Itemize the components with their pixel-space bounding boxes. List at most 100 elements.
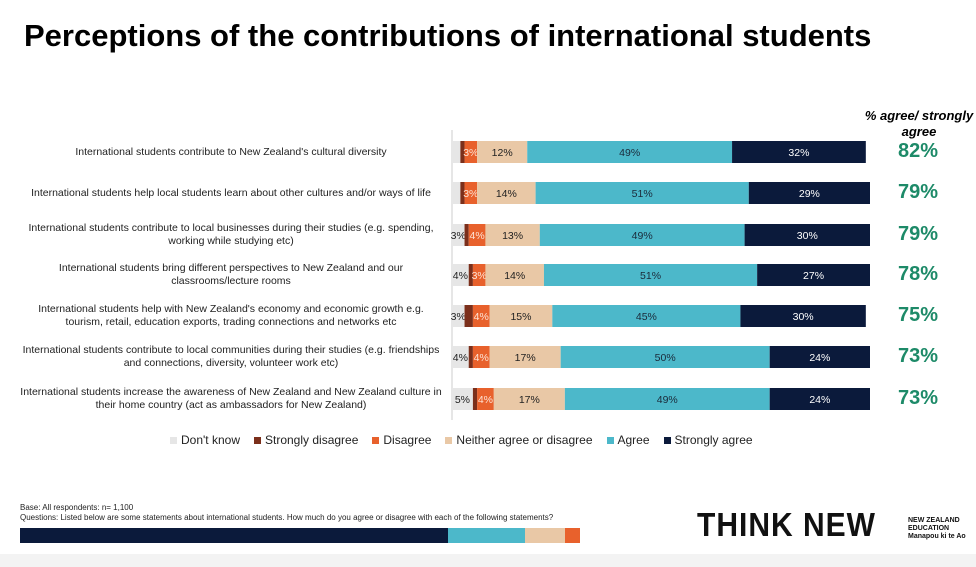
nz-education-logo: NEW ZEALAND EDUCATION Manapou ki te Ao <box>908 517 966 540</box>
legend-item: Strongly disagree <box>254 433 358 447</box>
statement-label: International students contribute to loc… <box>22 344 440 369</box>
legend-item: Strongly agree <box>663 433 753 447</box>
bar-segment <box>460 182 465 204</box>
data-label: 12% <box>492 147 513 159</box>
question-note: Questions: Listed below are some stateme… <box>20 513 554 522</box>
legend-swatch <box>254 436 261 444</box>
footer-color-bar <box>20 528 580 543</box>
bar-segment <box>560 346 770 368</box>
bar-segment <box>489 305 553 327</box>
bar-segment <box>464 141 478 163</box>
data-label: 3% <box>472 270 487 282</box>
data-label: 15% <box>510 311 531 323</box>
bar-segment <box>744 224 870 246</box>
bar-segment <box>452 141 461 163</box>
legend-label: Don't know <box>181 433 240 447</box>
footnote: Base: All respondents: n= 1,100 Question… <box>20 503 553 523</box>
legend-item: Neither agree or disagree <box>445 433 593 447</box>
agree-total: 73% <box>897 345 939 367</box>
statement-label: International students help local studen… <box>31 186 431 199</box>
data-label: 3% <box>451 311 466 323</box>
legend-label: Agree <box>617 433 650 447</box>
legend-label: Strongly agree <box>674 433 753 447</box>
legend-item: Agree <box>606 433 650 447</box>
stacked-bar-chart: 3% 12% 49% 32%3% 14% 51% 29%3% 4% 13% 49% 30%4% 3% 1… <box>451 130 870 420</box>
legend-swatch <box>606 436 614 444</box>
legend-swatch <box>445 436 453 444</box>
bar-segment <box>757 264 870 286</box>
bar-segment <box>477 141 528 163</box>
bar-segment <box>452 305 465 327</box>
bar-segment <box>489 346 561 368</box>
data-label: 50% <box>655 352 676 364</box>
data-label: 14% <box>504 270 525 282</box>
bar-segment <box>452 182 461 204</box>
data-label: 49% <box>657 394 678 406</box>
bar-segment <box>452 264 469 286</box>
data-label: 51% <box>632 188 653 200</box>
bar-segment <box>493 388 565 410</box>
page-title: Perceptions of the contributions of inte… <box>24 18 872 53</box>
data-label: 49% <box>619 147 640 159</box>
bar-segment <box>472 264 486 286</box>
legend-item: Don't know <box>170 433 240 447</box>
legend-item: Disagree <box>372 433 431 447</box>
data-label: 5% <box>455 394 470 406</box>
bar-segment <box>732 141 866 163</box>
bar-segment <box>539 224 745 246</box>
bar-segment <box>748 182 870 204</box>
bar-segment <box>472 388 478 410</box>
data-label: 45% <box>636 311 657 323</box>
agree-column-header: % agree/ strongly agree <box>864 108 974 139</box>
data-label: 49% <box>632 230 653 242</box>
bar-segment <box>552 305 741 327</box>
legend: Don't know Strongly disagree Disagree Neith… <box>170 433 753 447</box>
bar-segment <box>543 264 758 286</box>
bar-segment <box>468 264 473 286</box>
statement-label: International students contribute to loc… <box>28 222 434 247</box>
think-new-logo: THINK NEW <box>697 507 876 544</box>
data-label: 3% <box>451 230 466 242</box>
bar-segment <box>740 305 866 327</box>
bar-segment <box>535 182 749 204</box>
statement-label: International students help with New Zea… <box>38 303 424 328</box>
agree-total: 79% <box>897 181 939 203</box>
bar-segment <box>472 305 490 327</box>
data-label: 24% <box>809 394 830 406</box>
data-label: 17% <box>515 352 536 364</box>
bar-segment <box>464 224 469 246</box>
bar-segment <box>472 346 490 368</box>
bar-segment <box>452 346 469 368</box>
data-label: 14% <box>496 188 517 200</box>
agree-total: 78% <box>897 263 939 285</box>
bar-segment <box>452 388 473 410</box>
legend-swatch <box>372 436 380 444</box>
data-label: 27% <box>803 270 824 282</box>
data-label: 4% <box>474 311 489 323</box>
data-label: 4% <box>453 270 468 282</box>
legend-label: Neither agree or disagree <box>456 433 593 447</box>
bottom-strip <box>0 554 976 567</box>
agree-total: 79% <box>897 223 939 245</box>
bar-segment <box>468 346 473 368</box>
bar-segment <box>485 224 540 246</box>
legend-label: Disagree <box>383 433 432 447</box>
bar-segment <box>452 224 465 246</box>
statement-label: International students bring different p… <box>58 262 404 287</box>
agree-total: 75% <box>897 304 939 326</box>
bar-segment <box>464 182 478 204</box>
data-label: 24% <box>809 352 830 364</box>
statement-label: International students increase the awar… <box>20 386 442 411</box>
bar-segment <box>477 182 536 204</box>
data-label: 4% <box>469 230 484 242</box>
data-label: 3% <box>463 147 478 159</box>
legend-swatch <box>663 436 671 444</box>
data-label: 4% <box>478 394 493 406</box>
data-label: 13% <box>502 230 523 242</box>
legend-swatch <box>170 436 177 444</box>
data-label: 30% <box>793 311 814 323</box>
statement-label: International students contribute to New… <box>75 145 387 158</box>
bar-segment <box>769 346 870 368</box>
bar-segment <box>769 388 870 410</box>
data-label: 30% <box>797 230 818 242</box>
